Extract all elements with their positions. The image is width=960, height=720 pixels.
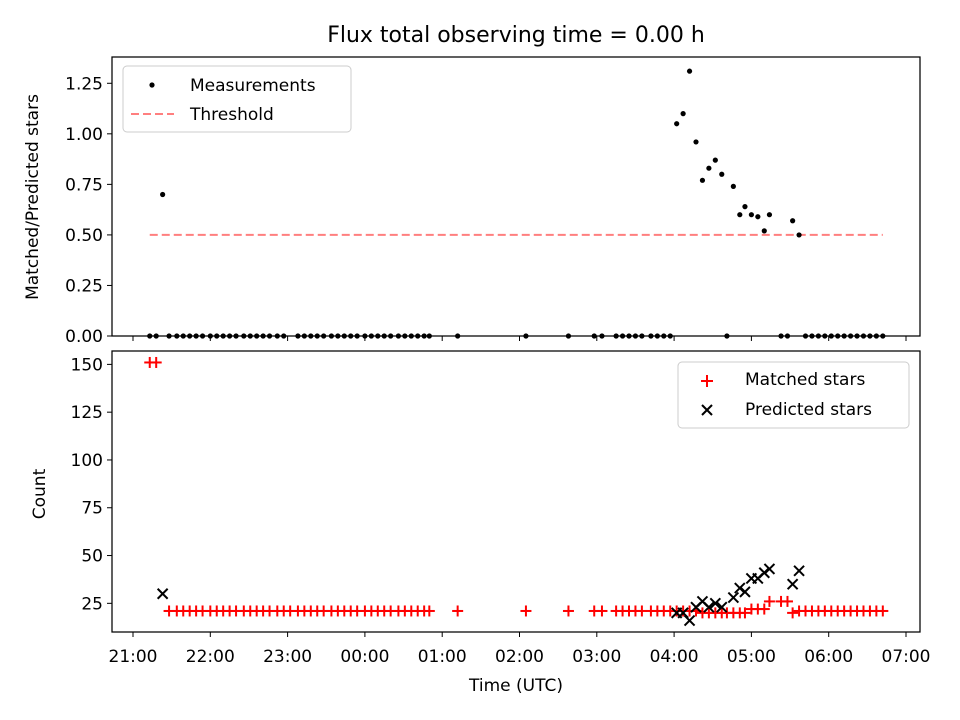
- matched-star-point: [758, 603, 770, 615]
- legend-predicted-label: Predicted stars: [745, 400, 872, 420]
- measurement-point: [790, 218, 796, 224]
- bottom-x-tick-label: 04:00: [650, 647, 699, 667]
- measurement-point: [730, 183, 736, 189]
- top-plot-area: [147, 68, 886, 339]
- measurement-point: [796, 232, 802, 238]
- measurement-point: [680, 111, 686, 117]
- predicted-star-point: [709, 597, 722, 610]
- predicted-star-point: [703, 601, 715, 613]
- matched-star-point: [763, 595, 775, 607]
- bottom-y-axis-label: Count: [30, 468, 50, 519]
- bottom-plot-area: [144, 356, 889, 627]
- bottom-axes-frame: [111, 350, 921, 633]
- top-y-tick-label: 0.75: [65, 175, 103, 195]
- predicted-star-point: [739, 586, 751, 598]
- matched-star-point: [596, 605, 608, 617]
- legend-measurements-marker: [149, 82, 155, 88]
- predicted-star-point: [763, 563, 776, 575]
- matched-star-point: [520, 605, 532, 617]
- bottom-x-tick-label: 06:00: [804, 647, 853, 667]
- bottom-panel: 25 50 75 100 125 150 21:00 22:00 23:00 00:00 01:0…: [30, 350, 931, 696]
- bottom-x-tick-label: 01:00: [418, 647, 467, 667]
- predicted-star-point: [793, 565, 805, 577]
- measurement-point: [674, 121, 680, 127]
- x-axis-label: Time (UTC): [468, 676, 563, 696]
- top-panel: 0.00 0.25 0.50 0.75 1.00 1.25 Matched/Predict…: [23, 56, 921, 347]
- matched-star-point: [562, 605, 574, 617]
- matched-star-point: [877, 605, 889, 617]
- bottom-y-tick-label: 25: [81, 594, 103, 614]
- measurement-point: [737, 212, 743, 218]
- measurement-point: [766, 212, 773, 218]
- figure-title: Flux total observing time = 0.00 h: [327, 23, 705, 48]
- measurement-point: [712, 157, 718, 163]
- legend-matched-label: Matched stars: [745, 370, 865, 390]
- bottom-x-ticks: 21:00 22:00 23:00 00:00 01:00 02:00 03:00 04:00…: [109, 632, 931, 667]
- bottom-y-tick-label: 150: [71, 355, 103, 375]
- bottom-x-tick-label: 02:00: [495, 647, 544, 667]
- matched-star-point: [781, 595, 793, 607]
- measurement-point: [693, 139, 699, 145]
- bottom-x-tick-label: 07:00: [882, 647, 931, 667]
- bottom-y-tick-label: 100: [71, 451, 103, 471]
- legend-measurements-label: Measurements: [190, 76, 316, 96]
- bottom-x-tick-label: 22:00: [186, 647, 235, 667]
- top-axes-frame: [111, 56, 921, 337]
- matched-star-point: [452, 605, 464, 617]
- top-legend: Measurements Threshold: [122, 65, 352, 133]
- measurement-point: [742, 204, 748, 210]
- bottom-x-tick-label: 03:00: [572, 647, 621, 667]
- legend-predicted-marker: [701, 404, 713, 416]
- bottom-x-tick-label: 21:00: [109, 647, 158, 667]
- top-y-tick-label: 0.50: [65, 226, 103, 246]
- matched-star-point: [423, 605, 435, 617]
- bottom-y-tick-label: 75: [81, 499, 103, 519]
- matched-star-point: [150, 356, 162, 368]
- top-legend-box: [122, 65, 352, 133]
- predicted-star-point: [156, 588, 169, 600]
- legend-matched-marker: [701, 375, 713, 387]
- measurement-point: [686, 68, 693, 74]
- top-x-ticks: [132, 336, 907, 341]
- predicted-star-point: [727, 591, 740, 604]
- measurement-point: [755, 214, 761, 220]
- measurement-point: [748, 212, 755, 218]
- top-y-ticks: 0.00 0.25 0.50 0.75 1.00 1.25: [65, 74, 112, 347]
- legend-threshold-label: Threshold: [189, 105, 274, 125]
- measurement-point: [706, 165, 712, 171]
- bottom-y-ticks: 25 50 75 100 125 150: [71, 355, 112, 614]
- bottom-legend: Matched stars Predicted stars: [677, 361, 910, 429]
- top-y-tick-label: 0.00: [65, 327, 103, 347]
- bottom-legend-box: [677, 361, 910, 429]
- measurement-point: [719, 171, 725, 177]
- predicted-star-point: [683, 614, 696, 627]
- matched-star-point: [739, 607, 751, 619]
- top-y-tick-label: 0.25: [65, 276, 103, 296]
- bottom-x-tick-label: 00:00: [340, 647, 389, 667]
- measurement-point: [160, 191, 166, 198]
- top-y-tick-label: 1.25: [65, 74, 103, 94]
- predicted-star-point: [716, 601, 728, 613]
- bottom-y-tick-label: 50: [81, 547, 103, 567]
- measurement-point: [761, 228, 767, 234]
- bottom-x-tick-label: 05:00: [727, 647, 776, 667]
- measurement-point: [699, 177, 706, 183]
- bottom-y-tick-label: 125: [71, 403, 103, 423]
- top-y-tick-label: 1.00: [65, 125, 103, 145]
- predicted-star-point: [786, 578, 799, 590]
- bottom-x-tick-label: 23:00: [263, 647, 312, 667]
- top-y-axis-label: Matched/Predicted stars: [23, 94, 43, 300]
- matched-star-point: [787, 607, 799, 619]
